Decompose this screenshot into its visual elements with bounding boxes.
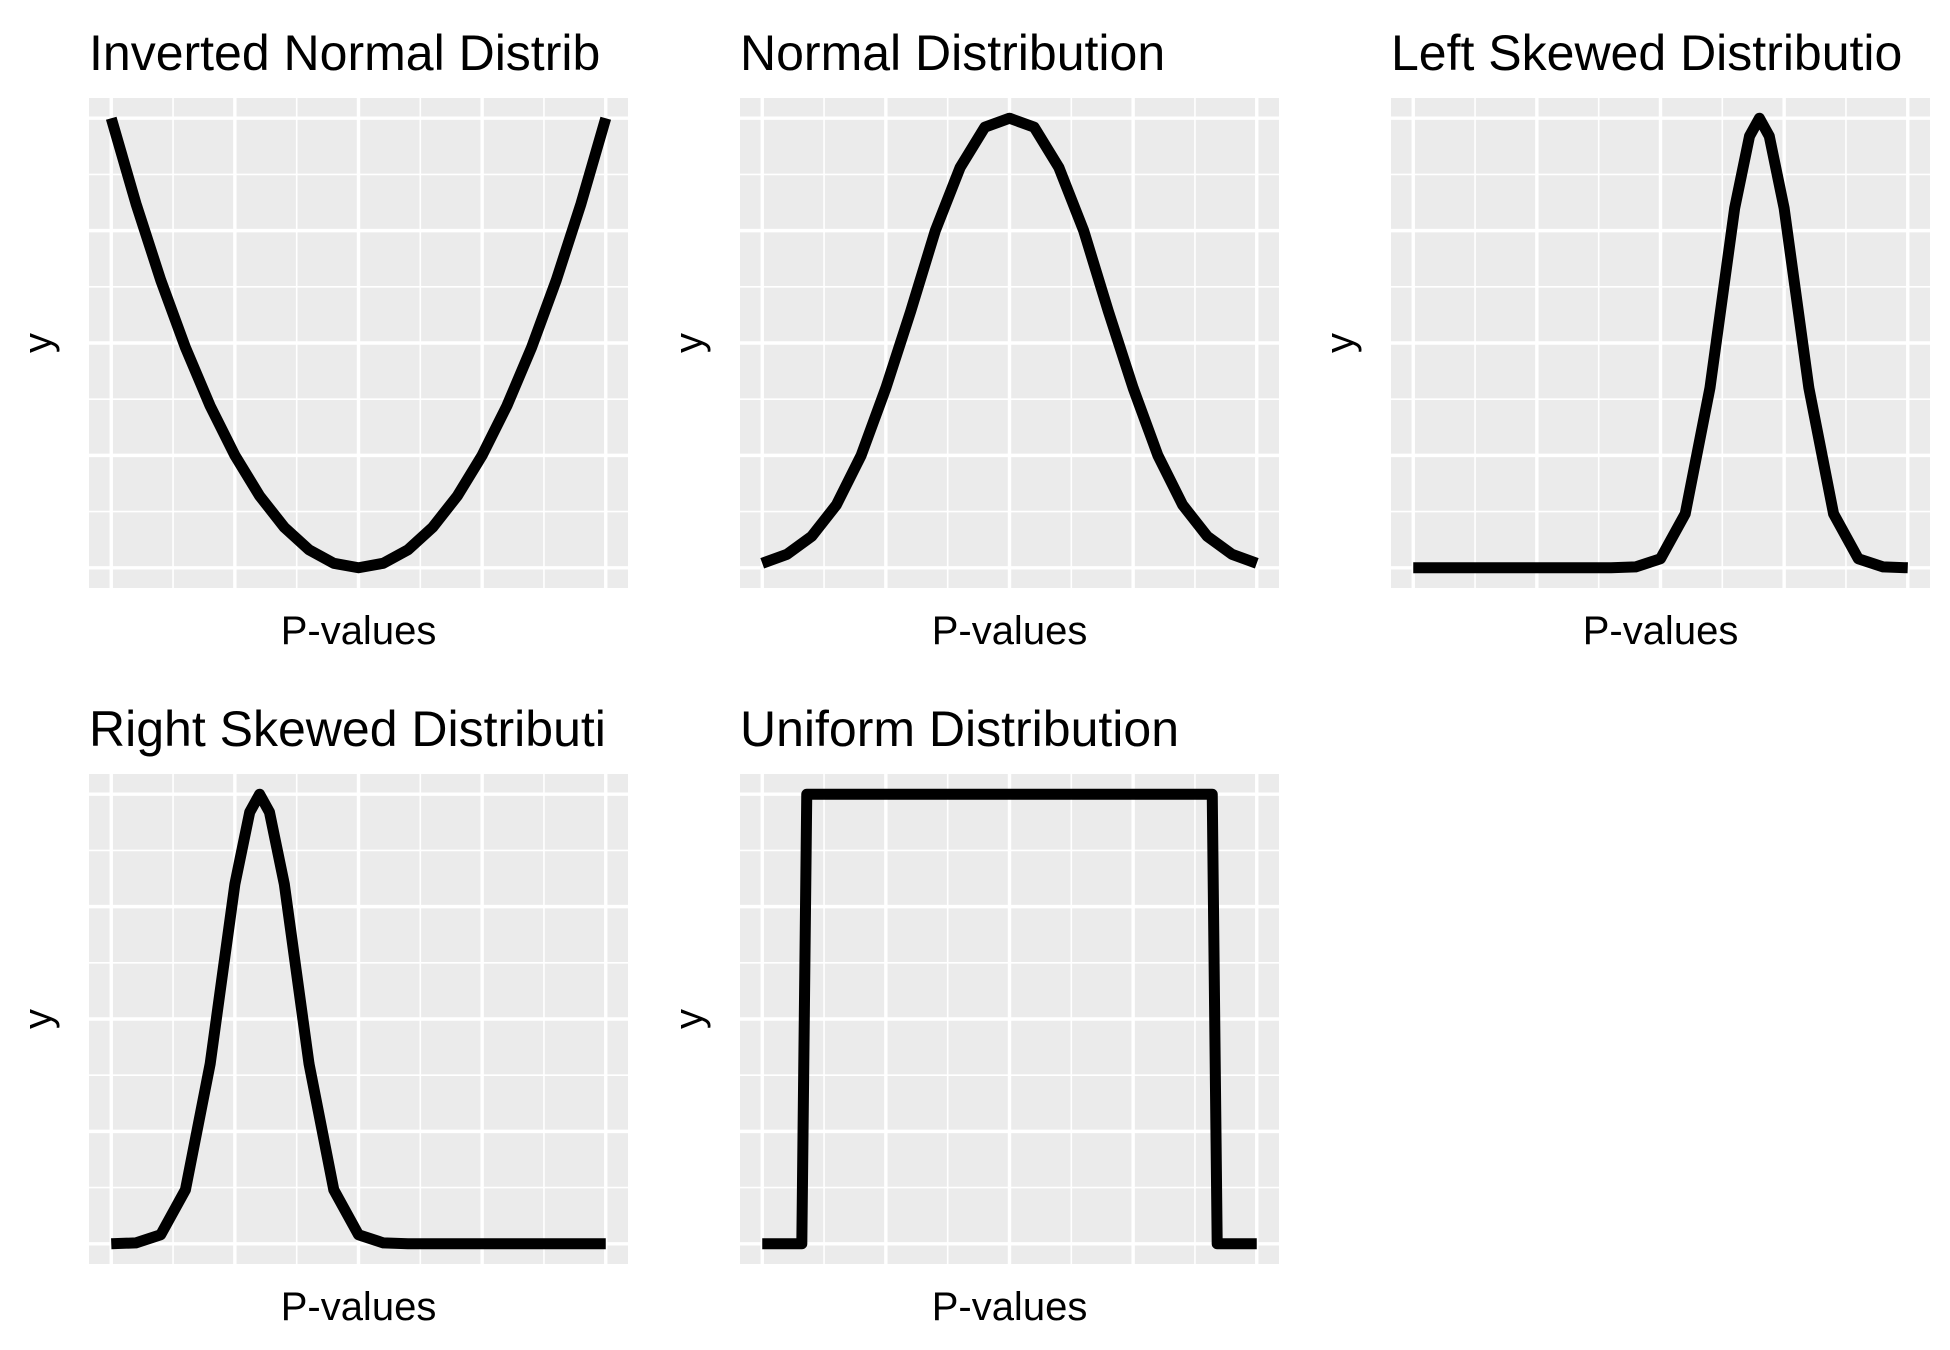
panel-title: Normal Distribution <box>740 25 1165 81</box>
y-axis-label: y <box>667 1009 711 1029</box>
panel-uniform: Uniform Distribution P-values y <box>667 701 1279 1329</box>
x-axis-label: P-values <box>932 609 1088 653</box>
series-line <box>760 112 1259 569</box>
panel-inverted-normal: Inverted Normal Distrib P-values y <box>16 25 628 653</box>
gridlines <box>89 774 628 1264</box>
y-axis-label: y <box>667 333 711 353</box>
y-axis-label: y <box>16 1009 60 1029</box>
series-line <box>105 116 612 574</box>
series-line <box>762 788 1257 1250</box>
panel-left-skewed: Left Skewed Distributio P-values y <box>1318 25 1930 653</box>
panel-title: Left Skewed Distributio <box>1391 25 1902 81</box>
panel-right-skewed: Right Skewed Distributi P-values y <box>16 701 628 1329</box>
series-line <box>111 788 606 1250</box>
panel-title: Uniform Distribution <box>740 701 1179 757</box>
y-axis-label: y <box>1318 333 1362 353</box>
panel-normal: Normal Distribution P-values y <box>667 25 1279 653</box>
x-axis-label: P-values <box>1583 609 1739 653</box>
x-axis-label: P-values <box>932 1285 1088 1329</box>
x-axis-label: P-values <box>281 1285 437 1329</box>
x-axis-label: P-values <box>281 609 437 653</box>
panel-title: Inverted Normal Distrib <box>89 25 600 81</box>
series-line <box>1413 112 1908 574</box>
y-axis-label: y <box>16 333 60 353</box>
panel-title: Right Skewed Distributi <box>89 701 606 757</box>
